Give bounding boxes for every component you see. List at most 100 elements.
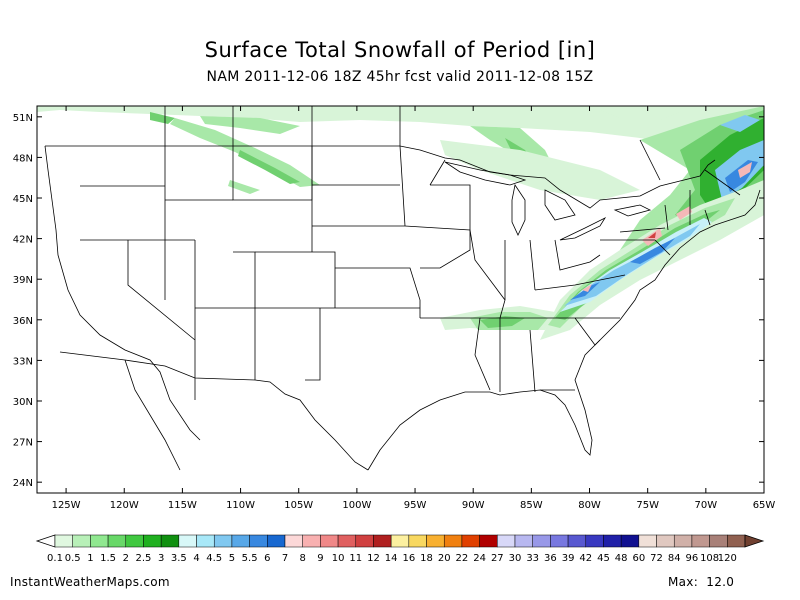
latitude-axis: 51N 48N 45N 42N 39N 36N 33N 30N 27N 24N [13,113,764,489]
lon-label: 110W [226,500,255,511]
legend-label: 36 [544,553,557,564]
lon-label: 75W [636,500,659,511]
plot-frame [36,105,765,494]
coastline-west [44,145,201,441]
legend-label: 20 [438,553,451,564]
lon-label: 70W [695,500,718,511]
province-line [164,106,401,146]
lon-label: 125W [52,500,81,511]
legend-label: 0.1 [47,553,63,564]
legend-label: 1 [87,553,93,564]
legend-label: 84 [668,553,681,564]
lake-superior [444,161,527,186]
province-line [639,139,741,196]
legend-label: 14 [385,553,398,564]
legend-label: 6 [264,553,270,564]
legend-label: 2.5 [136,553,152,564]
legend-label: 24 [473,553,486,564]
legend-swatch [390,534,410,548]
lake-huron [544,189,576,221]
lat-label: 51N [13,113,33,124]
lake-ontario [613,204,652,217]
state-line [335,267,421,318]
snow-band [738,162,752,178]
legend-label: 0.5 [65,553,81,564]
state-line [127,240,196,341]
legend-swatch [355,534,374,548]
legend-label: 30 [509,553,522,564]
lat-label: 24N [13,478,33,489]
legend-swatch [213,534,233,548]
max-value-readout: Max: 12.0 [668,575,734,589]
lat-label: 30N [13,397,33,408]
legend-swatch [479,534,498,548]
legend-swatch [638,534,657,548]
state-line [255,251,336,308]
legend-swatch [231,534,250,548]
state-line [311,145,406,252]
border-us-canada [45,145,716,209]
legend-label: 4 [193,553,199,564]
legend-swatch [178,534,197,548]
legend-swatch [497,534,516,548]
snow-light-region [600,108,680,120]
map-boundaries [44,106,761,471]
state-line [504,239,536,300]
legend-swatch [532,534,551,548]
legend-label: 42 [579,553,592,564]
legend-swatch [302,534,321,548]
legend-label: 5 [229,553,235,564]
legend-label: 60 [632,553,645,564]
legend-label: 16 [402,553,415,564]
legend-label: 45 [597,553,610,564]
longitude-axis: 125W 120W 115W 110W 105W 100W 95W 90W 85W 80W 75W 7… [52,106,776,511]
snow-band [648,232,656,238]
snow-band [630,238,675,264]
lat-label: 42N [13,235,33,246]
lat-label: 48N [13,153,33,164]
lon-label: 95W [404,500,427,511]
state-line [312,184,405,227]
legend-swatch [426,534,445,548]
snow-light-region [440,140,640,200]
legend-over-arrow [744,534,765,548]
legend-swatch [408,534,427,548]
lon-label: 115W [168,500,197,511]
snow-band [150,112,175,124]
coastline-baja [124,359,181,471]
legend-swatch [267,534,286,548]
lat-label: 33N [13,356,33,367]
legend-swatch [620,534,640,548]
snow-band [676,206,692,220]
legend-label: 8 [300,553,306,564]
legend-swatch [125,534,144,548]
lon-label: 120W [110,500,139,511]
lake-erie [559,217,607,241]
legend-swatch [443,534,463,548]
lon-label: 80W [578,500,601,511]
legend-swatch [373,534,392,548]
state-line [305,307,420,381]
snow-band [170,118,320,187]
lon-label: 65W [753,500,776,511]
map-subtitle: NAM 2011-12-06 18Z 45hr fcst valid 2011-… [206,69,594,85]
lat-label: 39N [13,275,33,286]
lon-label: 100W [342,500,371,511]
max-value: 12.0 [706,575,735,589]
legend-swatch [143,534,162,548]
map-title: Surface Total Snowfall of Period [in] [204,38,596,62]
snow-band [582,284,592,292]
snow-light-region [37,106,764,150]
legend-swatch [567,534,587,548]
legend-label: 3.5 [171,553,187,564]
legend-label: 22 [456,553,469,564]
legend-swatch [727,534,746,548]
site-credit: InstantWeatherMaps.com [10,575,170,589]
legend-label: 108 [700,553,719,564]
lake-michigan [511,183,526,236]
legend-label: 12 [367,553,380,564]
border-us-mexico [59,351,369,471]
coastline-east [367,189,761,471]
lat-label: 27N [13,438,33,449]
